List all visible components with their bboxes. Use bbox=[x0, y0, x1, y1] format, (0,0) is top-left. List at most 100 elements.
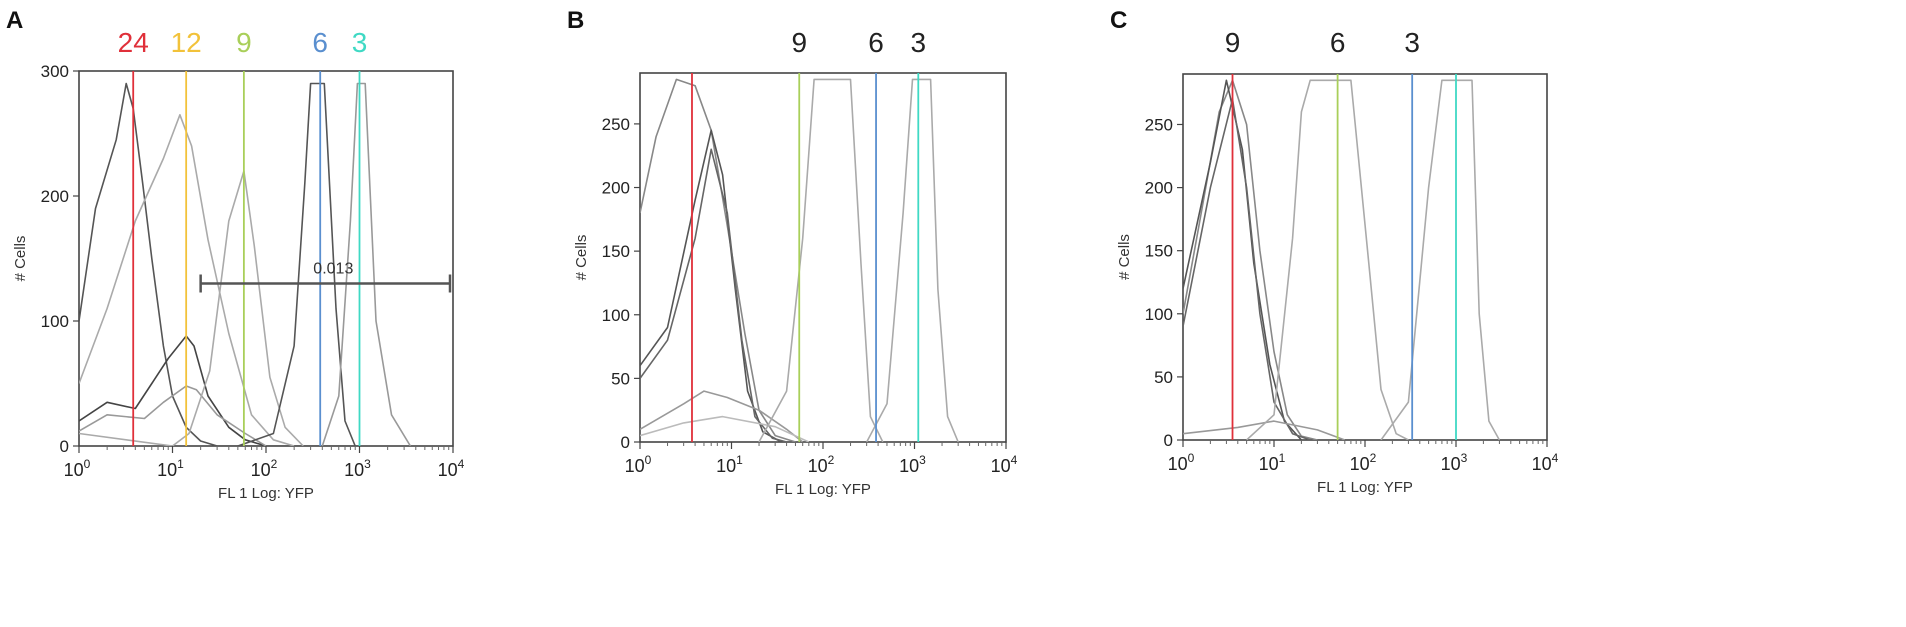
marker-label: 9 bbox=[236, 27, 252, 58]
histogram-curve-4 bbox=[1183, 420, 1346, 440]
marker-label: 3 bbox=[910, 27, 926, 58]
plot-frame bbox=[639, 72, 1007, 443]
x-tick-exponent: 4 bbox=[458, 457, 465, 471]
x-tick-label: 104 bbox=[991, 453, 1018, 476]
y-tick-label: 150 bbox=[602, 242, 630, 261]
x-tick-label: 104 bbox=[438, 457, 465, 480]
x-tick-exponent: 1 bbox=[1279, 451, 1286, 465]
y-axis-label: # Cells bbox=[12, 236, 29, 282]
x-tick-base: 10 bbox=[991, 456, 1011, 476]
x-tick-label: 101 bbox=[1259, 451, 1286, 474]
y-tick-label: 250 bbox=[602, 115, 630, 134]
x-tick-exponent: 1 bbox=[736, 453, 743, 467]
y-tick-label: 200 bbox=[1145, 179, 1173, 198]
marker-label: 12 bbox=[171, 27, 202, 58]
panel-label: C bbox=[1110, 7, 1127, 34]
histogram-curve-7 bbox=[865, 78, 959, 442]
y-tick-label: 100 bbox=[41, 312, 69, 331]
marker-label: 9 bbox=[1225, 27, 1241, 58]
x-tick-exponent: 3 bbox=[919, 453, 926, 467]
y-tick-label: 50 bbox=[1154, 368, 1173, 387]
x-tick-exponent: 2 bbox=[828, 453, 835, 467]
x-tick-label: 103 bbox=[1441, 451, 1468, 474]
histogram-curve-6 bbox=[237, 82, 356, 446]
x-axis-label: FL 1 Log: YFP bbox=[218, 485, 314, 502]
marker-label: 6 bbox=[1330, 27, 1346, 58]
marker-label: 9 bbox=[791, 27, 807, 58]
x-tick-exponent: 4 bbox=[1552, 451, 1559, 465]
x-tick-exponent: 0 bbox=[84, 457, 91, 471]
x-tick-base: 10 bbox=[1168, 454, 1188, 474]
x-tick-base: 10 bbox=[438, 460, 458, 480]
histogram-curve-5 bbox=[640, 415, 810, 442]
histogram-curve-2 bbox=[640, 129, 782, 442]
y-tick-label: 100 bbox=[602, 306, 630, 325]
x-tick-base: 10 bbox=[1350, 454, 1370, 474]
y-tick-label: 200 bbox=[602, 179, 630, 198]
x-tick-label: 103 bbox=[344, 457, 371, 480]
x-tick-exponent: 2 bbox=[1370, 451, 1377, 465]
x-tick-exponent: 0 bbox=[645, 453, 652, 467]
marker-label: 3 bbox=[1404, 27, 1420, 58]
x-tick-label: 102 bbox=[251, 457, 278, 480]
y-tick-label: 300 bbox=[41, 62, 69, 81]
histogram-curve-3 bbox=[640, 148, 787, 442]
x-tick-label: 103 bbox=[899, 453, 926, 476]
x-tick-exponent: 3 bbox=[364, 457, 371, 471]
x-tick-base: 10 bbox=[625, 456, 645, 476]
x-tick-base: 10 bbox=[1441, 454, 1461, 474]
y-tick-label: 200 bbox=[41, 187, 69, 206]
x-tick-base: 10 bbox=[344, 460, 364, 480]
histogram-curve-1 bbox=[79, 82, 360, 446]
x-tick-exponent: 1 bbox=[177, 457, 184, 471]
y-tick-label: 0 bbox=[621, 433, 630, 452]
x-tick-label: 102 bbox=[1350, 451, 1377, 474]
plot-frame bbox=[78, 70, 454, 447]
x-tick-label: 100 bbox=[64, 457, 91, 480]
y-axis-label: # Cells bbox=[1116, 234, 1133, 280]
histogram-curve-7 bbox=[321, 82, 412, 446]
marker-label: 6 bbox=[868, 27, 884, 58]
x-tick-label: 101 bbox=[716, 453, 743, 476]
x-tick-base: 10 bbox=[64, 460, 84, 480]
x-tick-base: 10 bbox=[716, 456, 736, 476]
x-axis-label: FL 1 Log: YFP bbox=[775, 481, 871, 498]
x-tick-exponent: 3 bbox=[1461, 451, 1468, 465]
y-tick-label: 0 bbox=[60, 437, 69, 456]
panel-label: B bbox=[567, 7, 584, 34]
x-tick-label: 104 bbox=[1532, 451, 1559, 474]
x-tick-base: 10 bbox=[808, 456, 828, 476]
marker-label: 24 bbox=[118, 27, 149, 58]
panel-label: A bbox=[6, 7, 23, 34]
x-tick-exponent: 2 bbox=[271, 457, 278, 471]
y-axis-label: # Cells bbox=[573, 235, 590, 281]
y-tick-label: 100 bbox=[1145, 305, 1173, 324]
histogram-curve-5 bbox=[79, 170, 304, 446]
x-tick-label: 100 bbox=[625, 453, 652, 476]
gate-label: 0.013 bbox=[313, 261, 353, 278]
x-tick-base: 10 bbox=[157, 460, 177, 480]
x-tick-exponent: 0 bbox=[1188, 451, 1195, 465]
y-tick-label: 50 bbox=[611, 369, 630, 388]
y-tick-label: 250 bbox=[1145, 115, 1173, 134]
x-tick-base: 10 bbox=[251, 460, 271, 480]
histogram-curve-4 bbox=[79, 114, 295, 446]
plot-frame bbox=[1182, 73, 1548, 441]
x-tick-base: 10 bbox=[1532, 454, 1552, 474]
x-tick-label: 102 bbox=[808, 453, 835, 476]
x-tick-base: 10 bbox=[899, 456, 919, 476]
x-tick-exponent: 4 bbox=[1011, 453, 1018, 467]
y-tick-label: 150 bbox=[1145, 242, 1173, 261]
histogram-curve-6 bbox=[758, 78, 884, 442]
marker-label: 3 bbox=[352, 27, 368, 58]
marker-label: 6 bbox=[312, 27, 328, 58]
histogram-curve-5 bbox=[1246, 79, 1409, 440]
histogram-curve-3 bbox=[1183, 98, 1311, 440]
x-tick-label: 100 bbox=[1168, 451, 1195, 474]
x-tick-base: 10 bbox=[1259, 454, 1279, 474]
x-tick-label: 101 bbox=[157, 457, 184, 480]
x-axis-label: FL 1 Log: YFP bbox=[1317, 479, 1413, 496]
y-tick-label: 0 bbox=[1164, 431, 1173, 450]
histogram-curve-4 bbox=[640, 390, 804, 442]
